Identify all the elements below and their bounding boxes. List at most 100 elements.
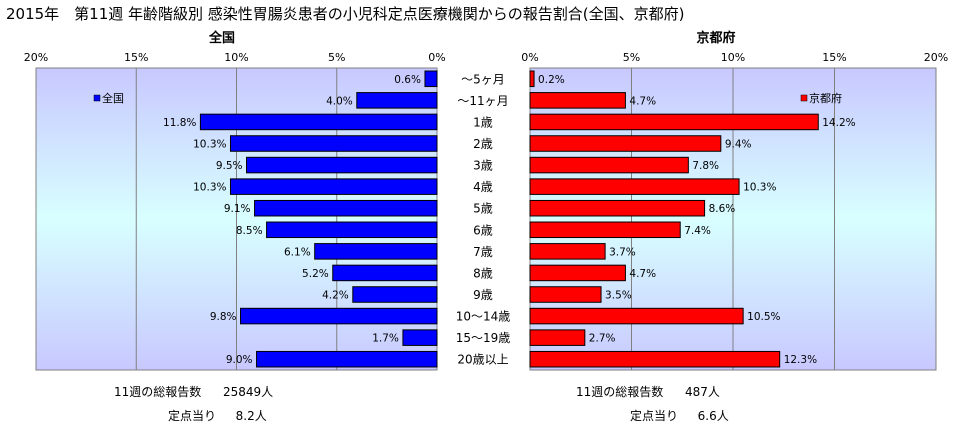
national-per-label: 定点当り bbox=[168, 409, 217, 423]
national-tick-label: 0% bbox=[428, 51, 445, 64]
national-data-label: 8.5% bbox=[236, 225, 263, 237]
national-per-value: 8.2人 bbox=[235, 409, 267, 423]
national-total-report: 11週の総報告数 25849人 bbox=[114, 383, 273, 400]
kyoto-data-label: 2.7% bbox=[589, 333, 616, 345]
kyoto-data-label: 3.7% bbox=[609, 246, 636, 258]
kyoto-total-value: 487人 bbox=[684, 385, 720, 399]
kyoto-bar bbox=[529, 178, 740, 195]
kyoto-data-label: 3.5% bbox=[605, 290, 632, 302]
kyoto-bar bbox=[529, 199, 706, 217]
age-category-label: 10～14歳 bbox=[456, 310, 511, 324]
age-category-label: 5歳 bbox=[473, 202, 493, 216]
kyoto-data-label: 8.6% bbox=[709, 203, 736, 215]
kyoto-data-label: 10.5% bbox=[747, 311, 780, 323]
kyoto-tick-label: 0% bbox=[521, 51, 538, 64]
national-data-label: 4.0% bbox=[326, 95, 353, 107]
kyoto-data-label: 10.3% bbox=[743, 182, 776, 194]
national-per-sentinel: 定点当り 8.2人 bbox=[168, 407, 267, 424]
national-bar bbox=[199, 113, 438, 131]
national-bar bbox=[266, 221, 438, 239]
age-category-label: 2歳 bbox=[473, 137, 493, 151]
kyoto-tick-label: 5% bbox=[623, 51, 640, 64]
kyoto-bar bbox=[529, 329, 586, 346]
national-chart: 20% 15% 10% 5% 0% 全国 0.6% 4.0% 11.8% 10.3% 9.5% 10.… bbox=[24, 30, 446, 371]
kyoto-data-label: 7.8% bbox=[692, 160, 719, 172]
national-legend-label: 全国 bbox=[102, 91, 124, 105]
national-tick-label: 5% bbox=[328, 51, 345, 64]
kyoto-data-label: 0.2% bbox=[538, 74, 565, 86]
kyoto-bar bbox=[529, 221, 681, 239]
kyoto-tick-label: 15% bbox=[822, 51, 846, 64]
age-category-label: ～11ヶ月 bbox=[457, 94, 508, 108]
national-data-label: 10.3% bbox=[193, 182, 226, 194]
national-bar bbox=[314, 243, 438, 260]
national-data-label: 10.3% bbox=[193, 139, 226, 151]
national-bar bbox=[424, 70, 438, 88]
page-title: 2015年 第11週 年齢階級別 感染性胃腸炎患者の小児科定点医療機関からの報告… bbox=[6, 5, 685, 23]
national-bar bbox=[332, 264, 438, 282]
kyoto-bar bbox=[529, 264, 626, 282]
national-data-label: 1.7% bbox=[372, 333, 399, 345]
age-category-label: 15～19歳 bbox=[456, 331, 511, 345]
national-data-label: 9.1% bbox=[224, 203, 251, 215]
kyoto-per-label: 定点当り bbox=[630, 409, 679, 423]
national-legend-swatch bbox=[93, 94, 101, 102]
age-category-label: 3歳 bbox=[473, 159, 493, 173]
age-category-label: 7歳 bbox=[473, 245, 493, 259]
national-total-label: 11週の総報告数 bbox=[114, 385, 202, 399]
national-tick-label: 20% bbox=[24, 51, 48, 64]
kyoto-bar bbox=[529, 307, 744, 325]
kyoto-data-label: 4.7% bbox=[629, 268, 656, 280]
kyoto-per-sentinel: 定点当り 6.6人 bbox=[630, 407, 729, 424]
age-category-labels: ～5ヶ月 ～11ヶ月 1歳 2歳 3歳 4歳 5歳 6歳 7歳 8歳 9歳 10～14歳 15～19歳 2… bbox=[456, 72, 511, 366]
national-data-label: 4.2% bbox=[322, 290, 349, 302]
national-total-value: 25849人 bbox=[222, 385, 274, 399]
kyoto-tick-label: 20% bbox=[924, 51, 948, 64]
kyoto-data-label: 7.4% bbox=[684, 225, 711, 237]
kyoto-panel-title: 京都府 bbox=[696, 30, 735, 46]
national-tick-label: 15% bbox=[124, 51, 148, 64]
national-bar bbox=[352, 286, 438, 303]
kyoto-bar bbox=[529, 350, 781, 368]
kyoto-data-label: 4.7% bbox=[629, 95, 656, 107]
national-bar bbox=[254, 199, 438, 217]
national-bar bbox=[246, 156, 438, 174]
age-category-label: 4歳 bbox=[473, 180, 493, 194]
national-data-label: 9.0% bbox=[226, 354, 253, 366]
kyoto-data-label: 14.2% bbox=[822, 117, 855, 129]
national-data-label: 9.5% bbox=[216, 160, 243, 172]
national-bar bbox=[256, 350, 438, 368]
national-data-label: 6.1% bbox=[284, 246, 311, 258]
national-bar bbox=[402, 329, 438, 346]
kyoto-total-label: 11週の総報告数 bbox=[576, 385, 664, 399]
kyoto-bar bbox=[529, 243, 606, 260]
kyoto-legend-swatch bbox=[800, 94, 808, 102]
national-data-label: 9.8% bbox=[210, 311, 237, 323]
age-category-label: 20歳以上 bbox=[457, 353, 508, 367]
kyoto-bar bbox=[529, 286, 602, 303]
national-bar bbox=[229, 135, 438, 152]
national-data-label: 11.8% bbox=[163, 117, 196, 129]
kyoto-bar bbox=[529, 113, 819, 131]
age-category-label: 8歳 bbox=[473, 266, 493, 280]
national-bar bbox=[356, 92, 438, 109]
age-category-label: 9歳 bbox=[473, 288, 493, 302]
national-data-label: 5.2% bbox=[302, 268, 329, 280]
national-bar bbox=[240, 307, 438, 325]
national-data-label: 0.6% bbox=[394, 74, 421, 86]
kyoto-bar bbox=[529, 135, 722, 152]
kyoto-total-report: 11週の総報告数 487人 bbox=[576, 383, 720, 400]
kyoto-data-label: 9.4% bbox=[725, 139, 752, 151]
kyoto-bar bbox=[529, 70, 535, 88]
kyoto-data-label: 12.3% bbox=[784, 354, 817, 366]
age-category-label: ～5ヶ月 bbox=[461, 72, 505, 86]
kyoto-legend-label: 京都府 bbox=[809, 91, 842, 105]
kyoto-bar bbox=[529, 92, 626, 109]
kyoto-per-value: 6.6人 bbox=[697, 409, 729, 423]
kyoto-chart: 0% 5% 10% 15% 20% 京都府 0.2% 4.7% 14.2% 9.4% 7.8% 10.… bbox=[521, 30, 948, 371]
kyoto-tick-label: 10% bbox=[721, 51, 745, 64]
age-category-label: 6歳 bbox=[473, 223, 493, 237]
national-tick-label: 10% bbox=[224, 51, 248, 64]
kyoto-bar bbox=[529, 156, 689, 174]
